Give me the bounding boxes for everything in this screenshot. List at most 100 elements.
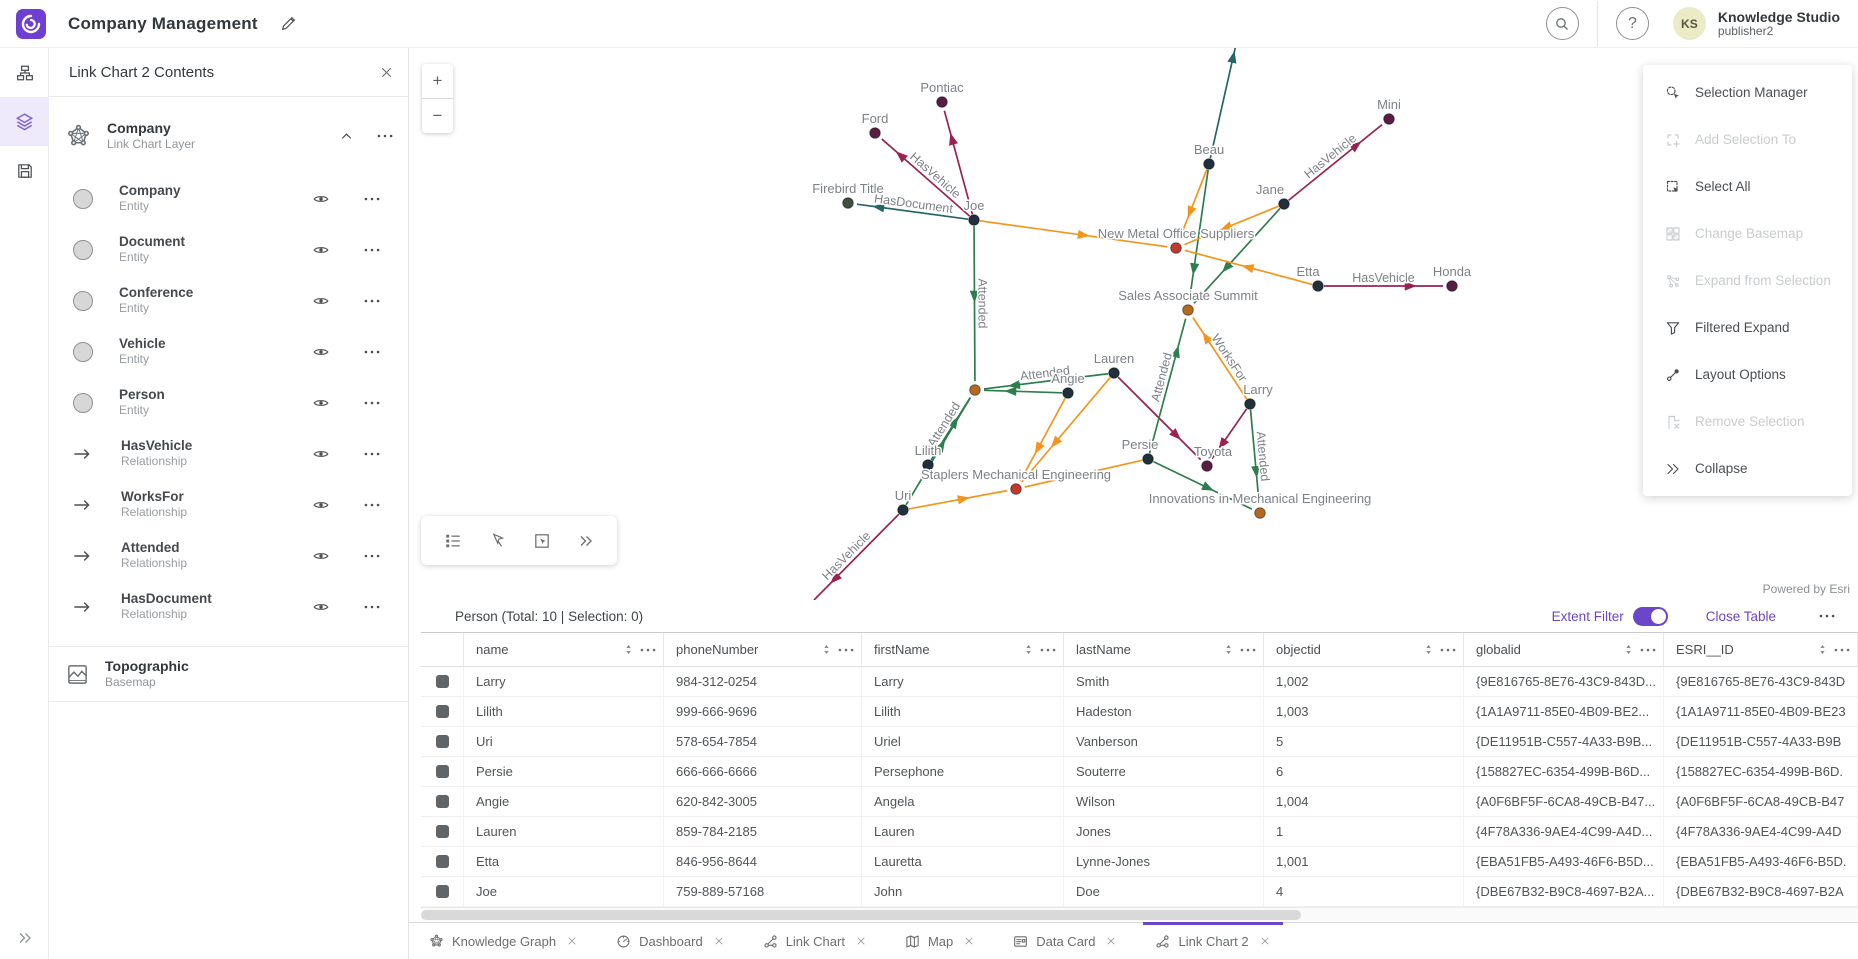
menu-item-filtered-expand[interactable]: Filtered Expand <box>1643 304 1852 351</box>
node-joe[interactable] <box>968 214 980 226</box>
visibility-eye-icon[interactable] <box>313 395 329 411</box>
menu-item-select-all[interactable]: Select All <box>1643 163 1852 210</box>
node-jane[interactable] <box>1278 198 1290 210</box>
item-options-icon[interactable] <box>363 445 381 463</box>
toolbar-expand-icon[interactable] <box>578 533 594 549</box>
node-persie[interactable] <box>1142 453 1154 465</box>
node-uri[interactable] <box>897 504 909 516</box>
item-options-icon[interactable] <box>363 394 381 412</box>
node-nmos[interactable] <box>1170 242 1182 254</box>
node-angie[interactable] <box>1062 387 1074 399</box>
column-options-icon[interactable] <box>1439 641 1457 659</box>
sort-icon[interactable] <box>1422 643 1435 656</box>
hierarchy-icon[interactable] <box>0 48 49 97</box>
node-innov[interactable] <box>1254 507 1266 519</box>
contents-item-vehicle[interactable]: Vehicle Entity <box>49 326 408 377</box>
zoom-in-button[interactable]: + <box>422 64 453 98</box>
contents-item-attended[interactable]: Attended Relationship <box>49 530 408 581</box>
legend-list-icon[interactable] <box>444 532 462 550</box>
zoom-out-button[interactable]: − <box>422 99 453 133</box>
node-honda[interactable] <box>1446 280 1458 292</box>
column-options-icon[interactable] <box>1039 641 1057 659</box>
collapse-layer-chevron-icon[interactable] <box>339 129 354 144</box>
table-row[interactable]: Joe 759-889-57168 John Doe 4 {DBE67B32-B9C8-4… <box>421 877 1858 907</box>
node-lauren[interactable] <box>1108 367 1120 379</box>
contents-item-conference[interactable]: Conference Entity <box>49 275 408 326</box>
column-options-icon[interactable] <box>837 641 855 659</box>
tab-close-icon[interactable] <box>963 935 975 947</box>
contents-item-hasdocument[interactable]: HasDocument Relationship <box>49 581 408 632</box>
row-checkbox[interactable] <box>435 825 449 838</box>
tab-close-icon[interactable] <box>1105 935 1117 947</box>
row-checkbox[interactable] <box>435 765 449 778</box>
item-options-icon[interactable] <box>363 190 381 208</box>
basemap-row[interactable]: Topographic Basemap <box>49 647 408 702</box>
row-checkbox[interactable] <box>435 885 449 898</box>
row-checkbox[interactable] <box>435 705 449 718</box>
sort-icon[interactable] <box>1222 643 1235 656</box>
node-sas[interactable] <box>1182 304 1194 316</box>
sort-icon[interactable] <box>820 643 833 656</box>
help-icon[interactable]: ? <box>1615 7 1649 40</box>
close-table-button[interactable]: Close Table <box>1705 608 1776 624</box>
tab-map[interactable]: Map <box>893 923 987 959</box>
table-row[interactable]: Lilith 999-666-9696 Lilith Hadeston 1,003 {1A… <box>421 697 1858 727</box>
table-row[interactable]: Uri 578-654-7854 Uriel Vanberson 5 {DE11951B-… <box>421 727 1858 757</box>
visibility-eye-icon[interactable] <box>313 497 329 513</box>
contents-item-document[interactable]: Document Entity <box>49 224 408 275</box>
node-larry[interactable] <box>1244 398 1256 410</box>
visibility-eye-icon[interactable] <box>313 548 329 564</box>
link-chart-layer-row[interactable]: Company Link Chart Layer <box>49 105 408 167</box>
visibility-eye-icon[interactable] <box>313 242 329 258</box>
tab-link-chart-2[interactable]: Link Chart 2 <box>1143 921 1283 959</box>
node-staplers[interactable] <box>1010 483 1022 495</box>
search-icon[interactable] <box>1545 7 1579 40</box>
item-options-icon[interactable] <box>363 343 381 361</box>
tab-data-card[interactable]: Data Card <box>1001 923 1129 959</box>
avatar[interactable]: KS <box>1672 7 1706 40</box>
row-checkbox[interactable] <box>435 795 449 808</box>
tab-link-chart[interactable]: Link Chart <box>751 923 879 959</box>
tab-close-icon[interactable] <box>1259 935 1271 947</box>
tab-close-icon[interactable] <box>566 935 578 947</box>
column-options-icon[interactable] <box>1239 641 1257 659</box>
node-confA[interactable] <box>969 384 981 396</box>
scrollbar-thumb[interactable] <box>421 910 1301 920</box>
column-options-icon[interactable] <box>1639 641 1657 659</box>
extent-filter-toggle[interactable] <box>1632 606 1668 626</box>
close-panel-icon[interactable] <box>379 65 394 80</box>
layers-icon[interactable] <box>0 97 49 146</box>
node-toyota[interactable] <box>1201 460 1213 472</box>
table-row[interactable]: Lauren 859-784-2185 Lauren Jones 1 {4F78A336-… <box>421 817 1858 847</box>
sort-icon[interactable] <box>1622 643 1635 656</box>
table-row[interactable]: Larry 984-312-0254 Larry Smith 1,002 {9E81676… <box>421 667 1858 697</box>
visibility-eye-icon[interactable] <box>313 293 329 309</box>
visibility-eye-icon[interactable] <box>313 446 329 462</box>
link-chart-canvas[interactable]: HasVehicle HasDocument Attended HasVehicle H… <box>409 48 1858 600</box>
table-row[interactable]: Persie 666-666-6666 Persephone Souterre 6 {15… <box>421 757 1858 787</box>
node-mini[interactable] <box>1383 113 1395 125</box>
item-options-icon[interactable] <box>363 292 381 310</box>
visibility-eye-icon[interactable] <box>313 344 329 360</box>
contents-item-company[interactable]: Company Entity <box>49 173 408 224</box>
row-checkbox[interactable] <box>435 735 449 748</box>
node-beau[interactable] <box>1203 158 1215 170</box>
horizontal-scrollbar[interactable] <box>421 907 1858 921</box>
menu-item-selection-manager[interactable]: Selection Manager <box>1643 69 1852 116</box>
node-firebird[interactable] <box>842 197 854 209</box>
select-area-tool-icon[interactable] <box>533 532 551 550</box>
menu-item-layout-options[interactable]: Layout Options <box>1643 351 1852 398</box>
pointer-tool-icon[interactable] <box>489 532 506 549</box>
table-row[interactable]: Etta 846-956-8644 Lauretta Lynne-Jones 1,001… <box>421 847 1858 877</box>
table-options-icon[interactable] <box>1818 607 1836 625</box>
tab-close-icon[interactable] <box>855 935 867 947</box>
menu-item-collapse[interactable]: Collapse <box>1643 445 1852 492</box>
sort-icon[interactable] <box>1816 643 1829 656</box>
edit-title-icon[interactable] <box>280 15 297 32</box>
column-options-icon[interactable] <box>639 641 657 659</box>
table-row[interactable]: Angie 620-842-3005 Angela Wilson 1,004 {A0F6B… <box>421 787 1858 817</box>
row-checkbox[interactable] <box>435 675 449 688</box>
item-options-icon[interactable] <box>363 598 381 616</box>
item-options-icon[interactable] <box>363 547 381 565</box>
save-icon[interactable] <box>0 146 49 195</box>
